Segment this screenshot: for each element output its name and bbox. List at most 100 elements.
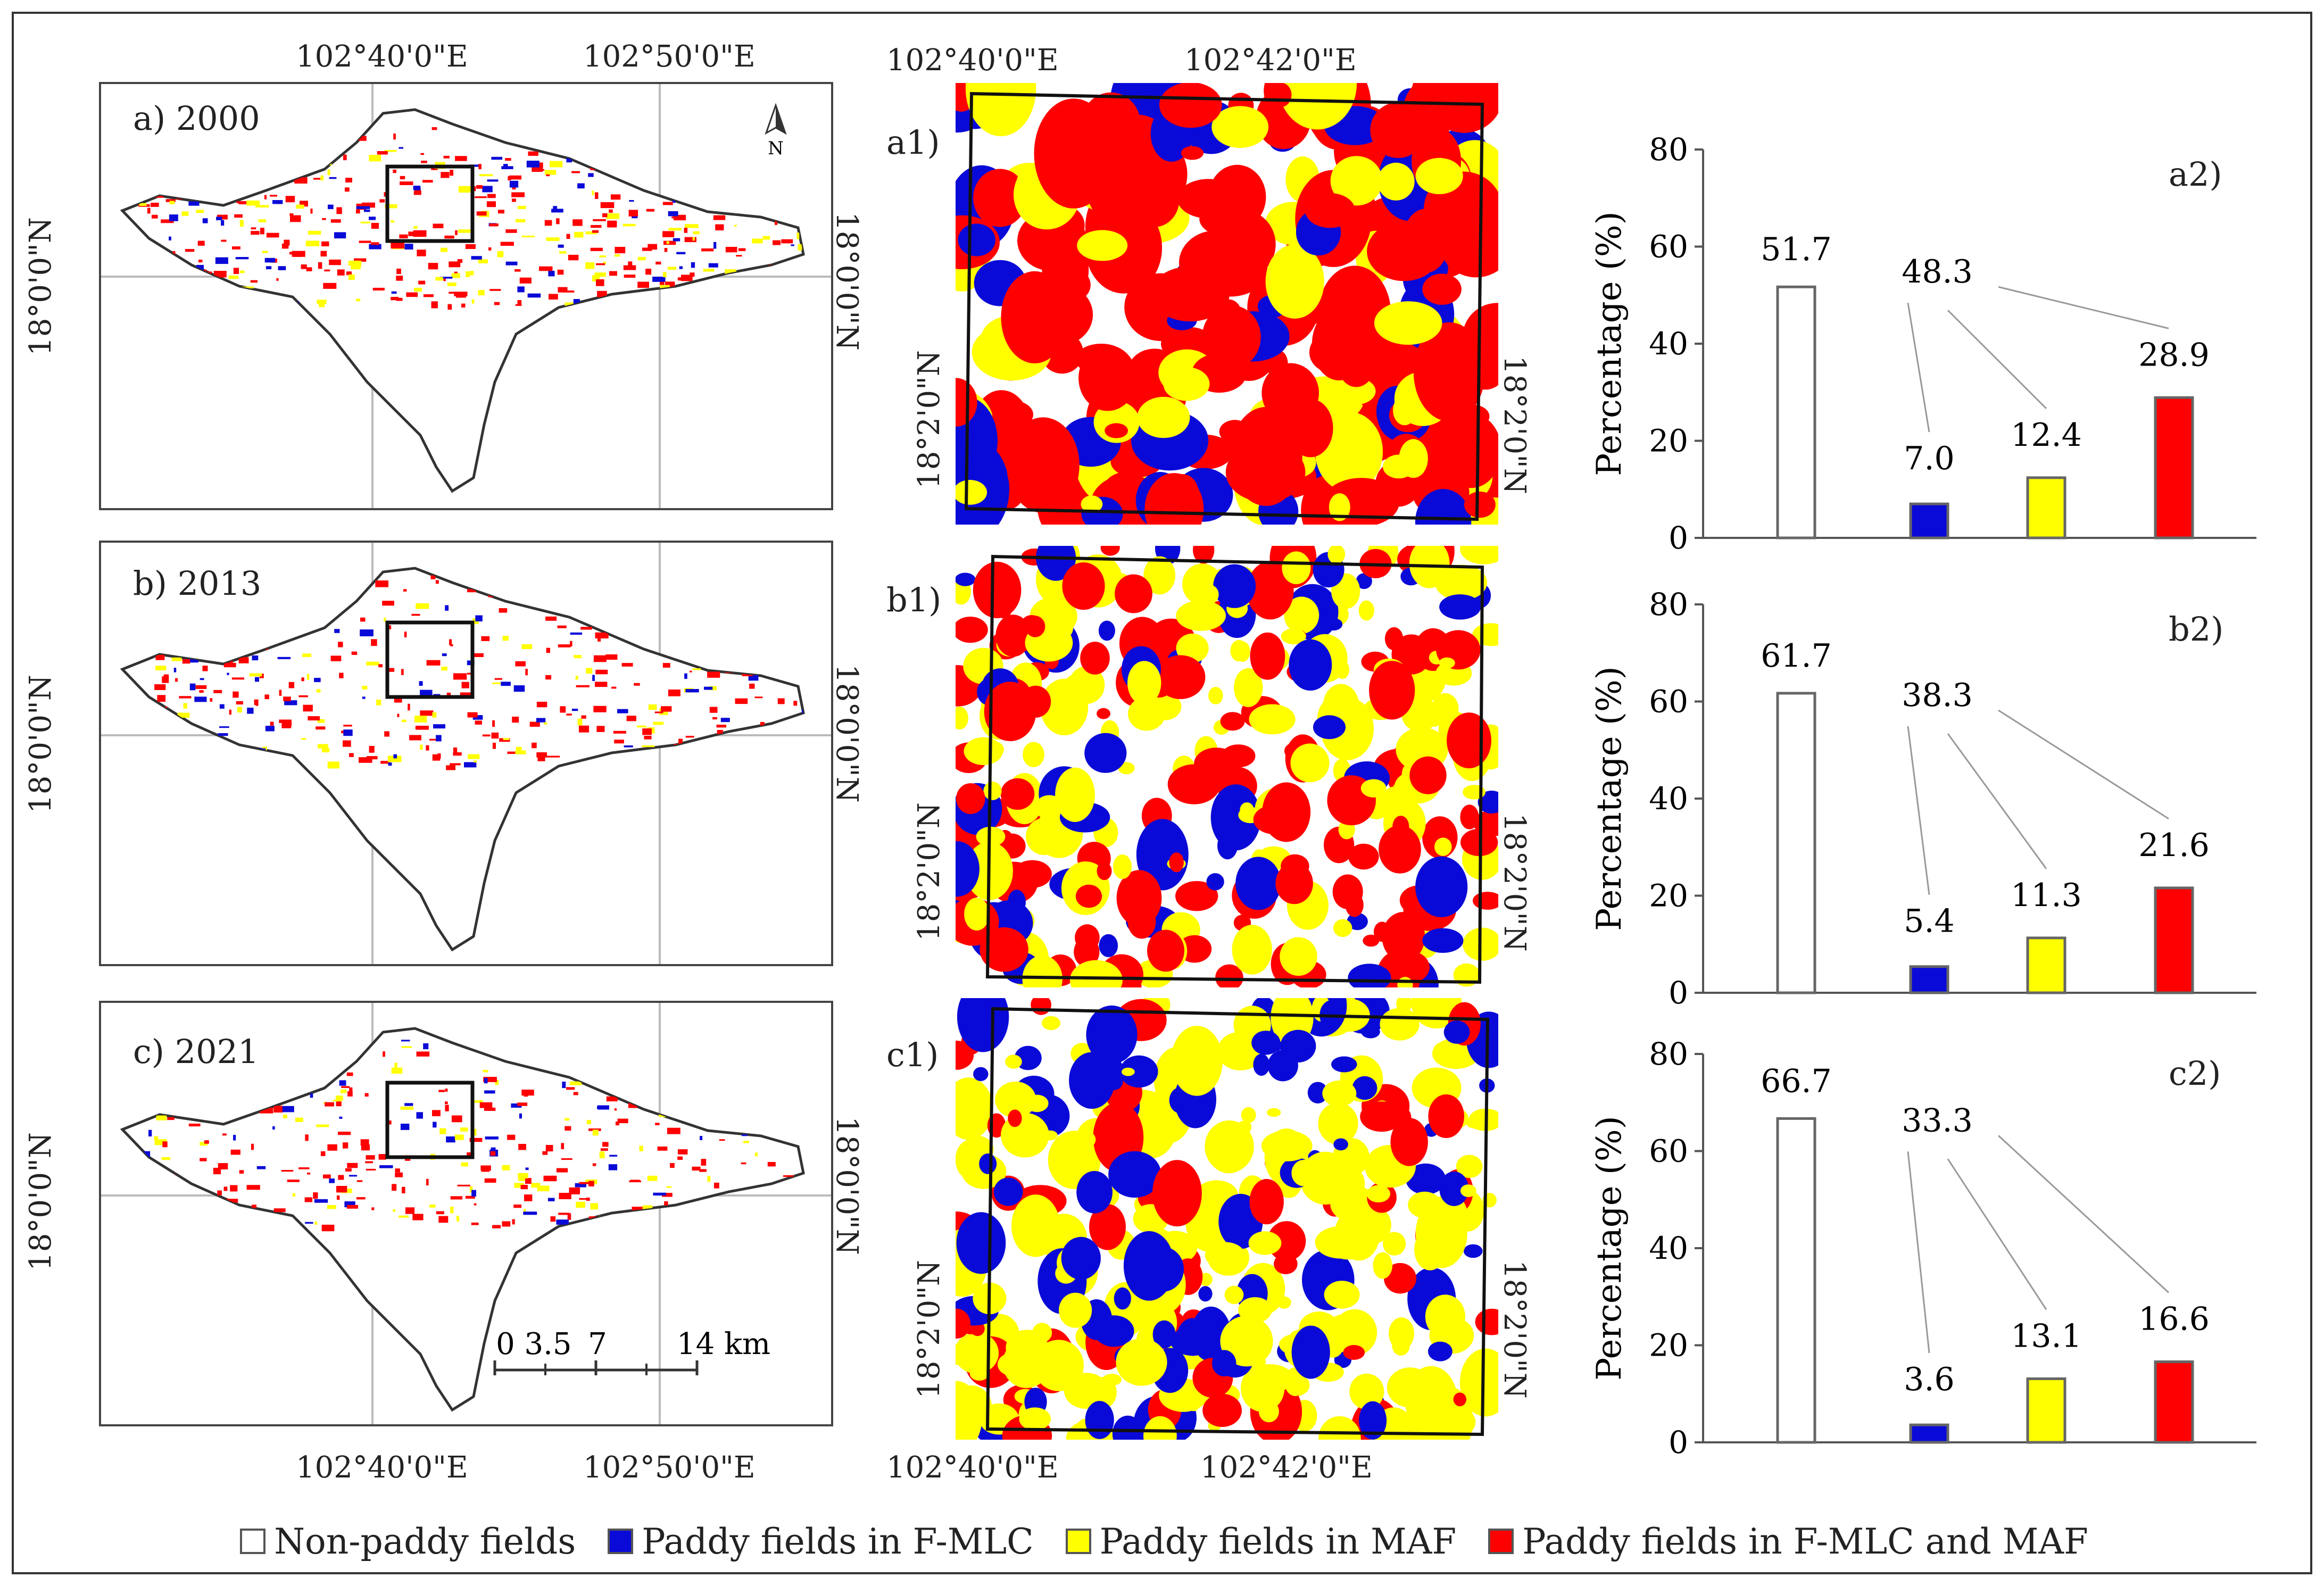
legend-item-non-paddy: Non-paddy fields <box>240 1521 576 1562</box>
bar-value-label: 28.9 <box>2138 336 2210 373</box>
overview-map-graphic-2013 <box>101 543 831 964</box>
bar-value-label: 51.7 <box>1761 231 1832 268</box>
overview-map-graphic-2000: N <box>101 84 831 508</box>
bar-value-label: 13.1 <box>2011 1317 2082 1355</box>
legend-item-both: Paddy fields in F-MLC and MAF <box>1488 1521 2088 1562</box>
chart-label-b2: b2) <box>2169 610 2224 649</box>
overview-map-graphic-2021: 0 3.5 7 14 km <box>101 1003 831 1424</box>
connector-line <box>1947 1158 2047 1310</box>
overview-map-2013: b) 2013 <box>99 541 833 966</box>
bar-chart-c2: Percentage (%) 0 20 40 60 80 66.7 3.6 13.1 16.6 33… <box>1590 1041 2256 1460</box>
zoom-lat-left-a-lower: 18°2'0"N <box>911 350 947 489</box>
zoom-top-lon-1: 102°40'0"E <box>886 43 1059 78</box>
scale-tick-1: 3.5 <box>524 1327 571 1361</box>
overview-top-lon-2: 102°50'0"E <box>583 39 756 74</box>
zoom-lat-right-b: 18°2'0"N <box>1497 813 1532 952</box>
zoom-bottom-lon-1: 102°40'0"E <box>886 1450 1059 1485</box>
bar <box>1776 692 1816 994</box>
bar <box>1909 502 1949 539</box>
legend: Non-paddy fields Paddy fields in F-MLC P… <box>14 1517 2314 1565</box>
y-axis-title: Percentage (%) <box>1590 1116 1629 1380</box>
zoom-lat-left-c-lower: 18°2'0"N <box>911 1260 947 1399</box>
legend-swatch-maf <box>1065 1529 1091 1554</box>
scale-tick-3: 14 km <box>677 1327 770 1361</box>
legend-label-maf: Paddy fields in MAF <box>1099 1521 1457 1562</box>
connector-line <box>1947 310 2047 409</box>
chart-label-a2: a2) <box>2169 155 2222 194</box>
connector-line <box>1947 733 2047 869</box>
bar-value-label: 61.7 <box>1761 637 1832 675</box>
bar <box>2154 886 2194 994</box>
zoom-label-a1: a1) <box>886 123 940 162</box>
connector-line <box>1907 726 1930 895</box>
overview-lat-c: 18°0'0"N <box>23 1132 58 1271</box>
y-tick-label: 40 <box>1649 326 1688 362</box>
y-tick-label: 0 <box>1669 975 1688 1011</box>
legend-swatch-fmlc <box>608 1529 634 1554</box>
zoom-label-b1: b1) <box>886 580 942 619</box>
legend-item-fmlc: Paddy fields in F-MLC <box>608 1521 1034 1562</box>
connector-line <box>1998 286 2169 329</box>
map-label-2013: b) 2013 <box>133 564 262 603</box>
zoom-top-lon-2: 102°42'0"E <box>1184 43 1357 78</box>
bar-value-label: 7.0 <box>1904 440 1954 477</box>
overview-bottom-lon-2: 102°50'0"E <box>583 1450 756 1485</box>
zoom-label-c1: c1) <box>886 1035 939 1074</box>
bar <box>1776 1117 1816 1444</box>
overview-lat-b: 18°0'0"N <box>23 675 58 813</box>
zoom-map-2013 <box>956 546 1498 987</box>
bar <box>1909 1423 1949 1444</box>
y-tick-label: 0 <box>1669 1424 1688 1460</box>
y-tick-label: 20 <box>1649 423 1688 459</box>
bar <box>2026 476 2066 539</box>
connector-line <box>1907 1151 1930 1354</box>
legend-label-non-paddy: Non-paddy fields <box>274 1521 576 1562</box>
connector-line <box>1998 709 2169 820</box>
y-tick-label: 80 <box>1649 1041 1688 1072</box>
y-axis-title: Percentage (%) <box>1590 211 1629 476</box>
paddy-total-label: 33.3 <box>1902 1102 1973 1139</box>
bar <box>2026 936 2066 994</box>
legend-item-maf: Paddy fields in MAF <box>1065 1521 1457 1562</box>
legend-swatch-non-paddy <box>240 1529 266 1554</box>
overview-top-lon-1: 102°40'0"E <box>296 39 468 74</box>
bar-value-label: 5.4 <box>1904 903 1954 940</box>
legend-label-both: Paddy fields in F-MLC and MAF <box>1522 1521 2088 1562</box>
bar <box>2154 1360 2194 1444</box>
overview-map-2000: N a) 2000 <box>99 82 833 510</box>
map-label-2021: c) 2021 <box>133 1032 259 1071</box>
bar-value-label: 66.7 <box>1761 1062 1832 1100</box>
y-tick-label: 0 <box>1669 520 1688 556</box>
bar <box>2154 396 2194 539</box>
legend-label-fmlc: Paddy fields in F-MLC <box>642 1521 1034 1562</box>
overview-lat-a: 18°0'0"N <box>23 217 58 356</box>
connector-line <box>1997 1135 2170 1293</box>
zoom-lat-left-b-lower: 18°2'0"N <box>911 802 947 941</box>
bar-value-label: 16.6 <box>2138 1301 2210 1338</box>
zoom-bottom-lon-2: 102°42'0"E <box>1200 1450 1373 1485</box>
bar <box>1776 285 1816 539</box>
zoom-map-2000 <box>956 83 1498 525</box>
zoom-lat-left-b: 18°0'0"N <box>829 664 864 803</box>
scale-tick-2: 7 <box>588 1327 607 1361</box>
bar-chart-b2: Percentage (%) 0 20 40 60 80 61.7 5.4 11.3 21.6 38… <box>1590 591 2256 1011</box>
scale-bar: 0 3.5 7 14 km <box>493 1327 770 1375</box>
bar-value-label: 12.4 <box>2011 417 2082 454</box>
paddy-total-label: 48.3 <box>1902 253 1973 290</box>
bar-value-label: 3.6 <box>1904 1361 1954 1398</box>
bar-value-label: 21.6 <box>2138 827 2210 864</box>
y-tick-label: 60 <box>1649 684 1688 720</box>
y-tick-label: 20 <box>1649 878 1688 914</box>
figure: 102°40'0"E 102°50'0"E N a) 2000 18°0'0"N <box>12 12 2312 1574</box>
chart-label-c2: c2) <box>2169 1054 2221 1093</box>
zoom-map-2021 <box>956 998 1498 1440</box>
zoom-lat-left-c: 18°0'0"N <box>829 1116 864 1255</box>
map-label-2000: a) 2000 <box>133 99 260 138</box>
bar <box>2026 1377 2066 1444</box>
bar-chart-a2: Percentage (%) 0 20 40 60 80 51.7 7.0 12.4 28.9 48… <box>1590 136 2256 556</box>
y-tick-label: 80 <box>1649 136 1688 168</box>
north-arrow-label: N <box>768 138 784 159</box>
y-tick-label: 60 <box>1649 1133 1688 1169</box>
bar <box>1909 965 1949 994</box>
legend-swatch-both <box>1488 1529 1514 1554</box>
